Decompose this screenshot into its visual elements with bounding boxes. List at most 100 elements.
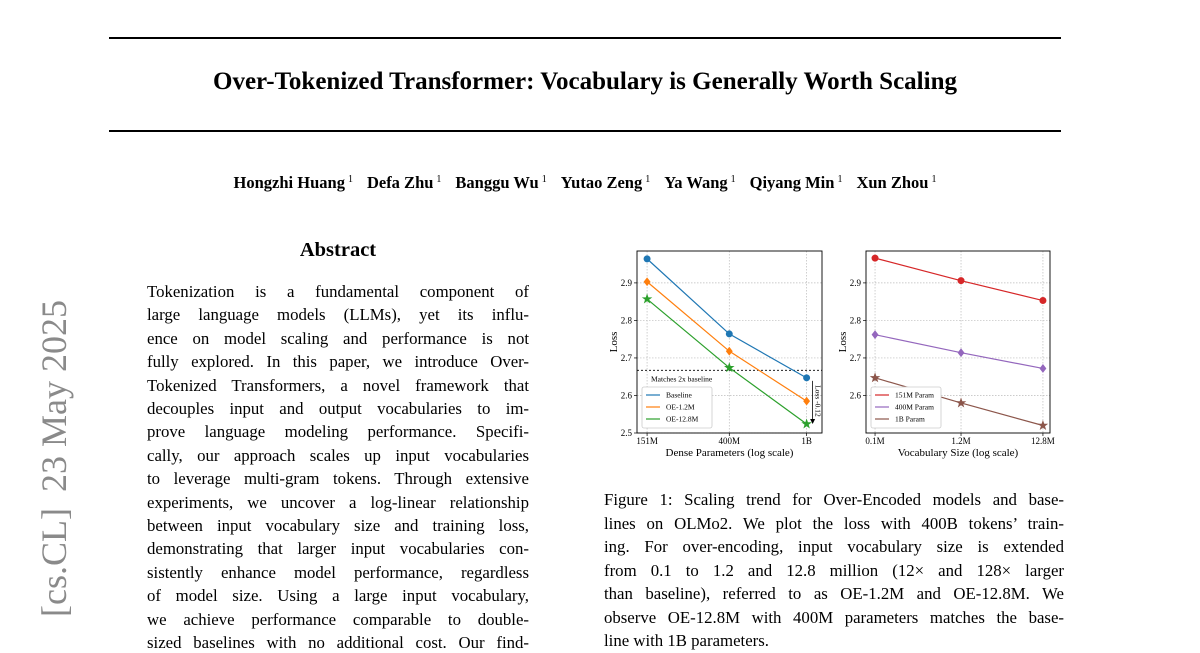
point [803, 374, 811, 382]
author-name: Qiyang Min [749, 173, 835, 192]
author-list: Hongzhi Huang 1 Defa Zhu 1 Banggu Wu 1 Yutao Z… [0, 173, 1170, 193]
text-line: than baseline), referred to as OE-1.2M a… [604, 584, 1064, 603]
text-line: experiments, we uncover a log-linear rel… [147, 492, 529, 512]
legend-label: Baseline [666, 391, 692, 400]
point [725, 330, 733, 338]
y-tick-label: 2.9 [621, 278, 633, 288]
top-rule [109, 37, 1061, 39]
text-line: line with 1B parameters. [604, 631, 769, 650]
point [1039, 297, 1047, 305]
point [957, 277, 965, 285]
y-tick-label: 2.9 [850, 278, 862, 288]
paper-title: Over-Tokenized Transformer: Vocabulary i… [213, 68, 957, 95]
y-axis-label: Loss [837, 332, 849, 353]
text-line: prove language modeling performance. Spe… [147, 422, 529, 442]
author-affiliation: 1 [645, 174, 651, 185]
author-affiliation: 1 [347, 174, 353, 185]
author: Ya Wang 1 [664, 173, 735, 193]
stamp-category: [cs.CL] [34, 508, 74, 617]
x-axis-label: Dense Parameters (log scale) [666, 447, 794, 459]
text-line: Figure 1: Scaling trend for Over-Encoded… [604, 490, 1064, 509]
y-axis-label: Loss [608, 332, 620, 353]
text-line: Tokenized Transformers, a novel framewor… [147, 375, 529, 395]
y-tick-label: 2.6 [621, 390, 633, 400]
x-tick-label: 12.8M [1031, 436, 1055, 446]
author-affiliation: 1 [436, 174, 442, 185]
text-line: fully explored. In this paper, we introd… [147, 352, 529, 372]
point [871, 330, 879, 340]
author-name: Yutao Zeng [560, 173, 643, 192]
text-line: of model size. Using a large input vocab… [147, 586, 529, 606]
text-line: cally, our approach scales up input voca… [147, 445, 529, 465]
plot-frame [865, 250, 1051, 434]
author-name: Xun Zhou [856, 173, 929, 192]
point [725, 346, 733, 356]
text-line: large language models (LLMs), yet its in… [147, 305, 529, 325]
legend-label: OE-1.2M [666, 403, 695, 412]
text-line: ence on model scaling and performance is… [147, 328, 529, 348]
x-tick-label: 400M [719, 436, 741, 446]
legend-box [870, 386, 942, 429]
point [1037, 419, 1049, 430]
point [643, 255, 651, 263]
arrow-label: Loss -0.12 [814, 385, 823, 417]
author-name: Hongzhi Huang [233, 173, 345, 192]
reference-label: Matches 2x baseline [651, 374, 713, 383]
point [871, 254, 879, 262]
stamp-date: 23 May 2025 [34, 300, 74, 492]
text-line: Tokenization is a fundamental component … [147, 282, 529, 301]
text-line: sistently enhance model performance, reg… [147, 562, 529, 582]
author-name: Defa Zhu [366, 173, 434, 192]
y-tick-label: 2.7 [621, 353, 633, 363]
text-line: decouples input and output vocabularies … [147, 399, 529, 418]
point [724, 362, 735, 373]
author: Hongzhi Huang 1 [234, 173, 353, 193]
legend-box [641, 386, 713, 429]
text-line: lines on OLMo2. We plot the loss with 40… [604, 513, 1064, 533]
author-affiliation: 1 [541, 174, 547, 185]
author: Yutao Zeng 1 [561, 173, 650, 193]
author: Qiyang Min 1 [750, 173, 843, 193]
legend-label: 151M Param [895, 391, 934, 400]
bottom-rule [109, 130, 1061, 132]
y-tick-label: 2.6 [850, 390, 862, 400]
arxiv-stamp: [cs.CL] 23 May 2025 [34, 300, 74, 617]
y-tick-label: 2.8 [850, 315, 862, 325]
author: Banggu Wu 1 [455, 173, 546, 193]
text-line: demonstrating that larger input vocabula… [147, 539, 529, 559]
y-tick-label: 2.7 [850, 353, 862, 363]
point [801, 418, 812, 429]
point [869, 372, 881, 383]
x-tick-label: 1.2M [951, 436, 970, 446]
arrow-head [810, 418, 816, 424]
x-tick-label: 1B [801, 436, 812, 446]
text-line: sized baselines with no additional cost.… [147, 633, 529, 652]
author: Xun Zhou 1 [856, 173, 936, 193]
text-line: ing. For over-encoding, input vocabulary… [604, 537, 1064, 556]
author-affiliation: 1 [931, 174, 937, 185]
point [803, 396, 811, 406]
text-line: observe OE-12.8M with 400M parameters ma… [604, 607, 1064, 627]
abstract-heading: Abstract [299, 239, 377, 261]
legend-label: OE-12.8M [666, 415, 699, 424]
x-tick-label: 0.1M [865, 436, 884, 446]
legend-label: 1B Param [895, 415, 925, 424]
author-affiliation: 1 [730, 174, 736, 185]
point [643, 277, 651, 287]
author-name: Ya Wang [664, 173, 728, 192]
x-axis-label: Vocabulary Size (log scale) [898, 447, 1019, 459]
text-line: between input vocabulary size and traini… [147, 516, 529, 535]
legend-label: 400M Param [895, 403, 934, 412]
y-tick-label: 2.5 [621, 428, 633, 438]
y-tick-label: 2.8 [621, 315, 633, 325]
point [1039, 364, 1047, 373]
text-line: to leverage multi-gram tokens. Through e… [147, 469, 529, 489]
point [957, 348, 965, 358]
x-tick-label: 151M [636, 436, 658, 446]
author-affiliation: 1 [837, 174, 843, 185]
author: Defa Zhu 1 [367, 173, 441, 193]
text-line: we achieve performance comparable to dou… [147, 609, 529, 629]
author-name: Banggu Wu [455, 173, 539, 192]
point [955, 397, 967, 408]
